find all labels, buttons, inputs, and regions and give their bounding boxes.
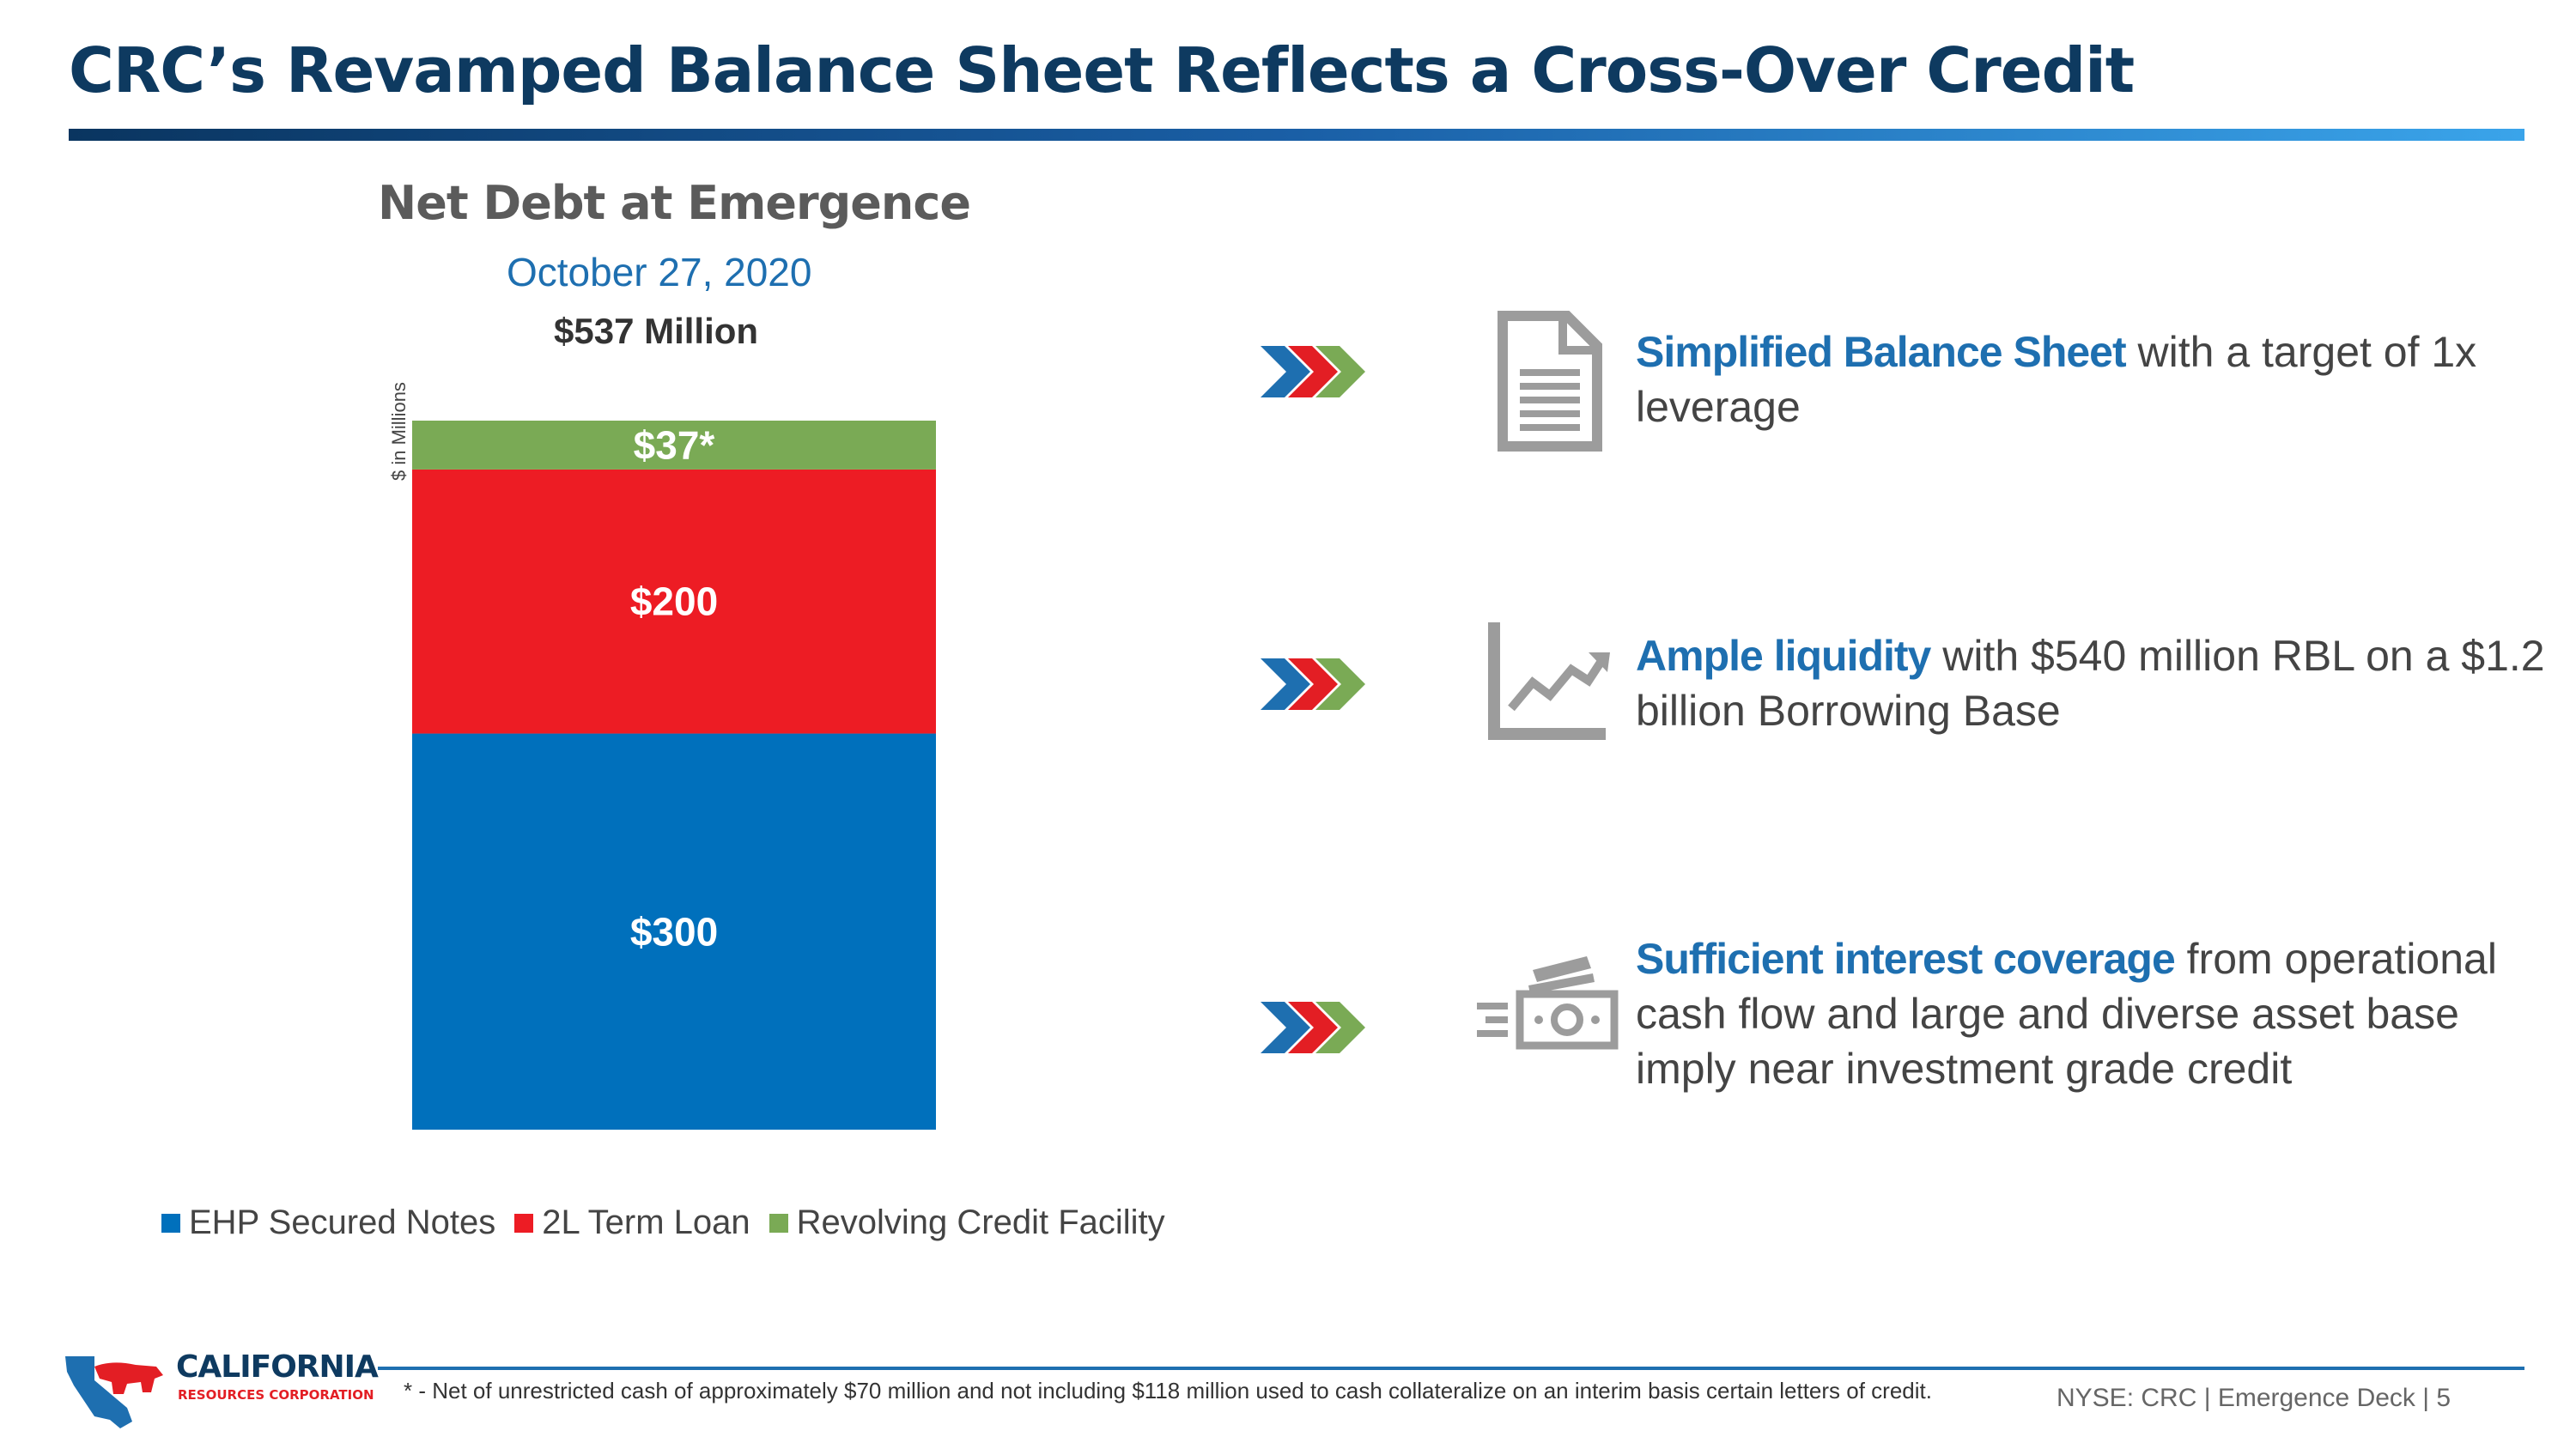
bullet-text: with a target of 1x leverage: [1636, 328, 2477, 431]
footnote: * - Net of unrestricted cash of approxim…: [404, 1378, 1932, 1404]
logo-subtitle: RESOURCES CORPORATION: [178, 1387, 374, 1403]
legend-label: 2L Term Loan: [542, 1203, 750, 1241]
company-logo: CALIFORNIA RESOURCES CORPORATION: [60, 1348, 379, 1434]
legend-item-2l: 2L Term Loan: [514, 1203, 750, 1242]
bullet-text: from operational cash flow and large and…: [1636, 935, 2497, 1093]
footer-page-info: NYSE: CRC | Emergence Deck | 5: [2057, 1384, 2451, 1412]
triple-chevron-icon: [1261, 346, 1365, 397]
bullet-highlight: Ample liquidity: [1636, 632, 1931, 680]
trending-chart-icon: [1488, 622, 1610, 740]
footer-divider: [378, 1367, 2524, 1370]
legend-item-rcf: Revolving Credit Facility: [769, 1203, 1165, 1242]
bullet-interest-coverage: Sufficient interest coverage from operat…: [1636, 931, 2546, 1096]
stacked-bar-chart: $300 $200 $37*: [412, 421, 936, 1130]
chart-date: October 27, 2020: [507, 250, 812, 294]
legend-label: Revolving Credit Facility: [796, 1203, 1165, 1241]
chart-ylabel: $ in Millions: [388, 382, 410, 481]
legend-swatch: [769, 1213, 788, 1233]
bullet-text: with $540 million RBL on a $1.2 billion …: [1636, 632, 2545, 735]
bar-segment-2: [412, 421, 936, 470]
bar-data-label-1: $200: [630, 579, 718, 624]
bullet-balance-sheet: Simplified Balance Sheet with a target o…: [1636, 324, 2546, 434]
chart-title: Net Debt at Emergence: [378, 176, 971, 230]
legend-swatch: [514, 1213, 534, 1233]
bullet-liquidity: Ample liquidity with $540 million RBL on…: [1636, 628, 2546, 738]
chart-total: $537 Million: [554, 311, 759, 351]
bullet-highlight: Simplified Balance Sheet: [1636, 328, 2127, 376]
bar-data-label-2: $37*: [634, 422, 715, 467]
triple-chevron-icon: [1261, 658, 1365, 710]
legend-swatch: [161, 1213, 180, 1233]
title-underline: [69, 129, 2524, 141]
triple-chevron-icon: [1261, 1002, 1365, 1053]
bar-segment-0: [412, 733, 936, 1130]
california-map-icon: [65, 1356, 163, 1428]
bar-segment-1: [412, 469, 936, 734]
page-title: CRC’s Revamped Balance Sheet Reflects a …: [69, 34, 2135, 106]
logo-name: CALIFORNIA: [176, 1349, 379, 1385]
legend-label: EHP Secured Notes: [189, 1203, 496, 1241]
bar-data-label-0: $300: [630, 909, 718, 954]
bullet-highlight: Sufficient interest coverage: [1636, 935, 2176, 983]
cash-icon: [1477, 956, 1619, 1050]
document-icon: [1498, 311, 1602, 452]
legend-item-ehp: EHP Secured Notes: [161, 1203, 495, 1242]
chart-legend: EHP Secured Notes 2L Term Loan Revolving…: [161, 1203, 1184, 1242]
